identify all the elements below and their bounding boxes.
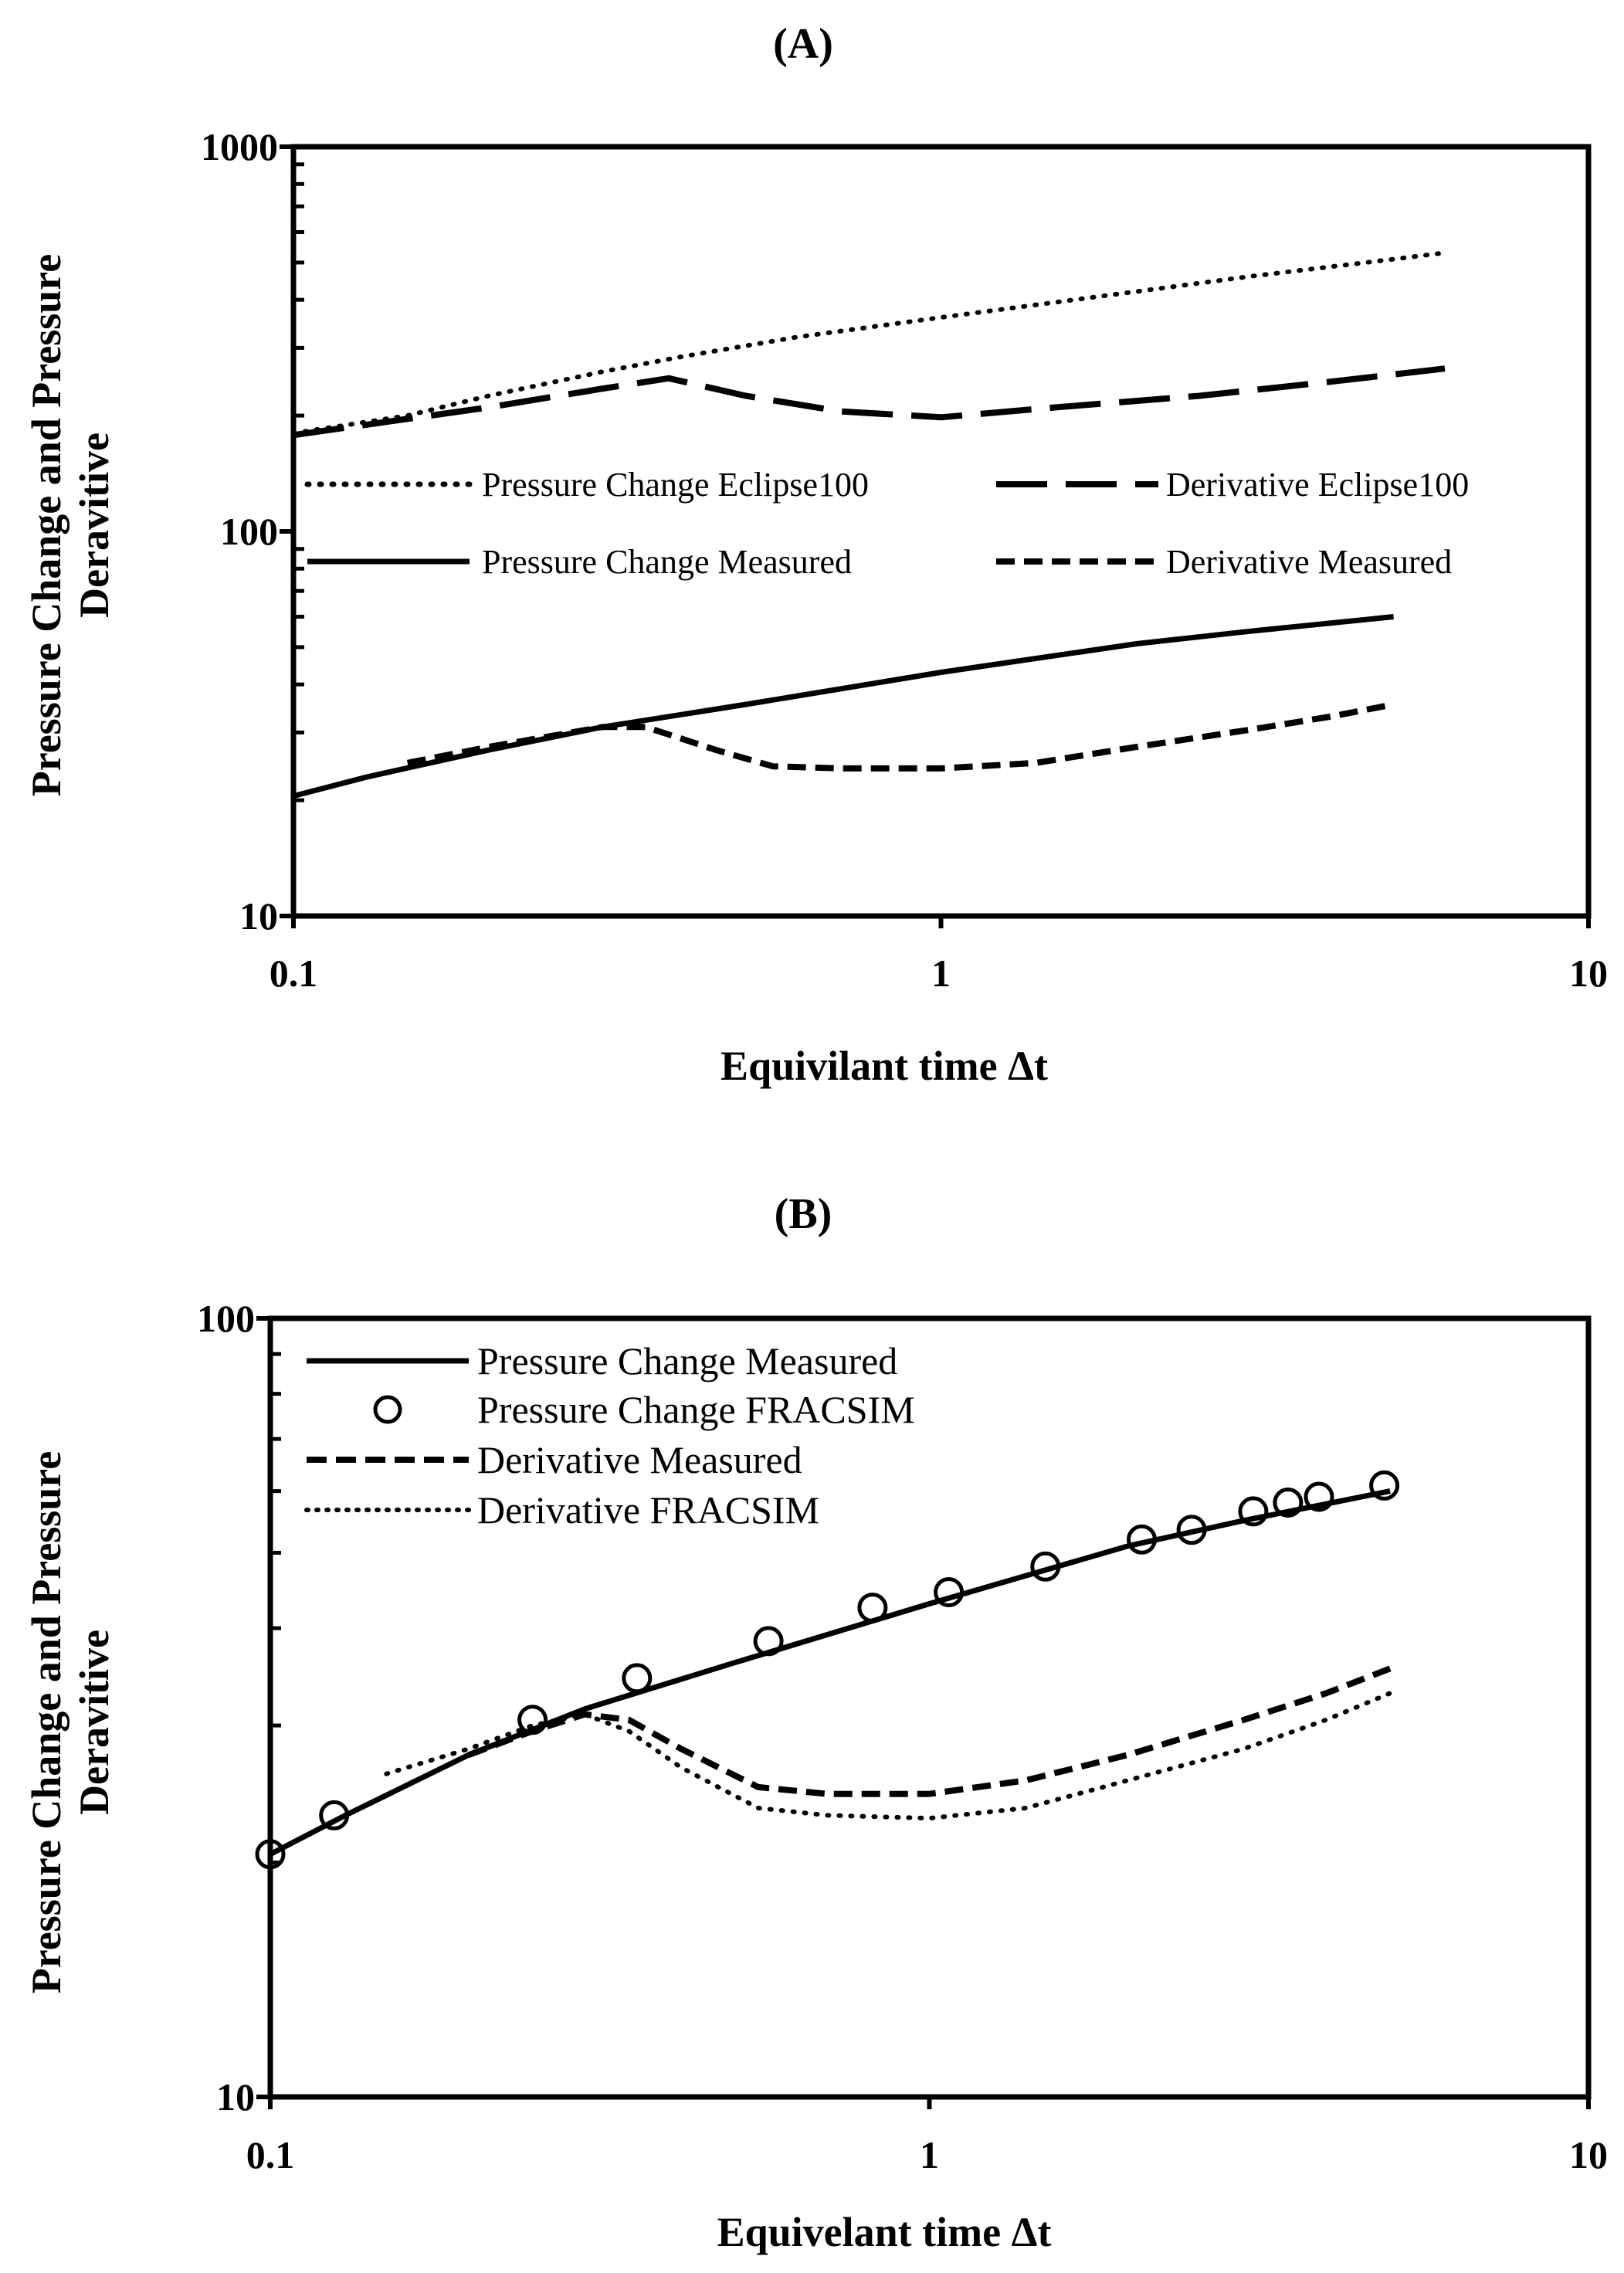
chart-a-y-tick-label: 1000 xyxy=(201,125,278,168)
legend-b-label-pressure-fracsim: Pressure Change FRACSIM xyxy=(477,1388,915,1431)
chart-a-series-line-pressure-change-measured xyxy=(293,614,1394,799)
chart-a-x-tick-label: 10 xyxy=(1569,952,1608,995)
chart-a-series-line-pressure-change-eclipse100 xyxy=(291,250,1447,436)
chart-b-y-axis-title: Pressure Change and Pressure Deravitive xyxy=(23,1451,117,1994)
chart-b-ticks: 10 100 0.1 1 10 xyxy=(197,1297,1608,2176)
chart-b-point-pressure-change-fracsim xyxy=(622,1663,653,1694)
legend-a-label-derivative-measured: Derivative Measured xyxy=(1166,543,1452,581)
chart-a-x-tick-label: 0.1 xyxy=(270,952,318,995)
legend-b-label-pressure-measured: Pressure Change Measured xyxy=(477,1339,897,1382)
chart-b-x-tick-label: 1 xyxy=(920,2133,939,2176)
chart-a: (A) Pressure Change and Pressure Deravit… xyxy=(23,20,1608,1089)
chart-a-x-axis-title: Equivilant time Δt xyxy=(720,1043,1048,1089)
chart-b-series-line-pressure-change-measured xyxy=(269,1488,1391,1857)
chart-b-point-pressure-change-fracsim xyxy=(1273,1488,1304,1518)
chart-a-series-line-derivative-measured xyxy=(406,701,1395,772)
chart-b-x-axis-title: Equivelant time Δt xyxy=(717,2209,1052,2255)
chart-b-y-tick-label: 100 xyxy=(197,1297,255,1340)
legend-b-label-derivative-measured: Derivative Measured xyxy=(477,1438,802,1481)
chart-b-point-pressure-change-fracsim xyxy=(1304,1481,1334,1512)
chart-a-legend: Pressure Change Eclipse100 Derivative Ec… xyxy=(304,466,1469,581)
chart-b-x-tick-label: 0.1 xyxy=(246,2133,295,2176)
chart-b-title: (B) xyxy=(775,1190,832,1238)
chart-a-y-axis-title-line-1: Pressure Change and Pressure xyxy=(23,254,70,797)
chart-b-point-pressure-change-fracsim xyxy=(1369,1470,1400,1501)
chart-a-title: (A) xyxy=(773,20,833,68)
chart-b-point-pressure-change-fracsim xyxy=(857,1593,888,1623)
chart-b-series xyxy=(255,1470,1400,1870)
chart-b-series-line-derivative-fracsim xyxy=(384,1691,1393,1821)
chart-b-series-line-derivative-measured xyxy=(467,1665,1392,1797)
chart-b-point-pressure-change-fracsim xyxy=(1030,1551,1061,1582)
chart-b-y-axis-title-line-1: Pressure Change and Pressure xyxy=(23,1451,70,1994)
legend-a-label-pressure-measured: Pressure Change Measured xyxy=(482,543,852,581)
legend-a-label-pressure-eclipse: Pressure Change Eclipse100 xyxy=(482,466,869,504)
chart-b-point-pressure-change-fracsim xyxy=(1127,1524,1157,1555)
chart-b: (B) Pressure Change and Pressure Deravit… xyxy=(23,1190,1608,2255)
chart-b-point-pressure-change-fracsim xyxy=(1176,1515,1207,1545)
chart-a-plot-frame xyxy=(290,144,1592,919)
chart-b-point-pressure-change-fracsim xyxy=(1238,1496,1269,1527)
chart-b-point-pressure-change-fracsim xyxy=(934,1577,965,1607)
chart-b-x-tick-label: 10 xyxy=(1569,2133,1608,2176)
chart-b-legend: Pressure Change Measured Pressure Change… xyxy=(304,1339,915,1532)
chart-a-ticks: 10 100 1000 0.1 1 10 xyxy=(201,125,1608,995)
chart-a-x-tick-label: 1 xyxy=(931,952,951,995)
chart-b-y-tick-label: 10 xyxy=(216,2075,255,2119)
chart-b-y-axis-title-line-2: Deravitive xyxy=(71,1630,117,1815)
legend-b-swatch-pressure-fracsim xyxy=(373,1395,402,1424)
chart-a-y-axis-title: Pressure Change and Pressure Deravitive xyxy=(23,254,117,797)
chart-a-series xyxy=(291,250,1447,799)
chart-b-point-pressure-change-fracsim xyxy=(319,1800,350,1830)
legend-a-label-derivative-eclipse: Derivative Eclipse100 xyxy=(1166,466,1469,504)
legend-b-label-derivative-fracsim: Derivative FRACSIM xyxy=(477,1488,819,1532)
chart-a-y-tick-label: 10 xyxy=(239,894,278,938)
chart-b-point-pressure-change-fracsim xyxy=(753,1626,784,1657)
chart-a-y-tick-label: 100 xyxy=(220,510,278,553)
chart-a-y-axis-title-line-2: Deravitive xyxy=(71,433,117,618)
chart-b-plot-frame xyxy=(267,1315,1592,2100)
